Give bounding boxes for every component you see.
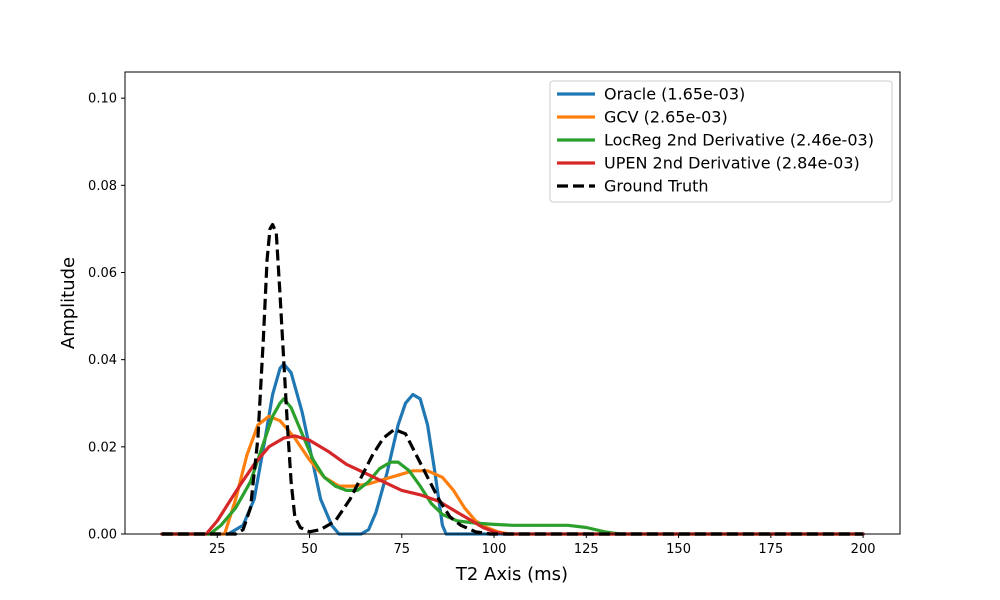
y-tick-label: 0.02: [88, 440, 117, 455]
y-tick-label: 0.08: [88, 179, 117, 194]
y-tick-label: 0.04: [88, 353, 117, 368]
y-axis-title: Amplitude: [58, 257, 79, 349]
series-line-2: [160, 414, 865, 536]
series-line-3: [160, 397, 865, 536]
x-tick-label: 200: [851, 542, 876, 557]
x-axis-title: T2 Axis (ms): [455, 564, 568, 585]
x-tick-label: 150: [666, 542, 691, 557]
series-line-5: [161, 222, 864, 536]
legend: Oracle (1.65e-03) GCV (2.65e-03) LocReg 2n…: [549, 80, 893, 203]
plot-area: [160, 222, 865, 536]
x-tick-label: 100: [482, 542, 507, 557]
axes-frame: [124, 71, 901, 535]
x-tick-label: 175: [758, 542, 783, 557]
x-tick-label: 25: [209, 542, 226, 557]
x-tick-label: 50: [301, 542, 318, 557]
y-axis: 0.00 0.02 0.04 0.06 0.08 0.10: [88, 92, 125, 543]
x-tick-label: 75: [394, 542, 411, 557]
legend-label: UPEN 2nd Derivative (2.84e-03): [604, 154, 860, 173]
legend-label: Ground Truth: [604, 177, 709, 196]
y-tick-label: 0.00: [88, 528, 117, 543]
y-tick-label: 0.06: [88, 266, 117, 281]
y-tick-label: 0.10: [88, 92, 117, 107]
legend-label: LocReg 2nd Derivative (2.46e-03): [604, 131, 874, 150]
x-axis: 25 50 75 100 125 150 175 200: [209, 534, 876, 557]
legend-box: [549, 80, 893, 203]
legend-label: GCV (2.65e-03): [604, 108, 728, 127]
series-line-4: [160, 434, 865, 536]
legend-label: Oracle (1.65e-03): [604, 85, 745, 104]
x-tick-label: 125: [574, 542, 599, 557]
